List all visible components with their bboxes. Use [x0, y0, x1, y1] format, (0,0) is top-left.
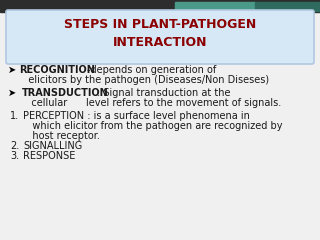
Text: TRANSDUCTION: TRANSDUCTION	[22, 88, 109, 98]
Text: cellular      level refers to the movement of signals.: cellular level refers to the movement of…	[22, 98, 281, 108]
Text: INTERACTION: INTERACTION	[113, 36, 207, 48]
Bar	[0, 0, 320, 12]
Text: ➤: ➤	[8, 88, 16, 98]
Text: host receptor.: host receptor.	[23, 131, 100, 141]
Text: 2.: 2.	[10, 141, 19, 151]
Bar	[255, 2, 320, 11]
Text: 3.: 3.	[10, 151, 19, 161]
Text: ➤: ➤	[8, 65, 16, 75]
Text: elicitors by the pathogen (Diseases/Non Diseses): elicitors by the pathogen (Diseases/Non …	[19, 75, 269, 85]
Text: SIGNALLING: SIGNALLING	[23, 141, 82, 151]
Text: -depends on generation of: -depends on generation of	[87, 65, 216, 75]
Text: : Signal transduction at the: : Signal transduction at the	[97, 88, 230, 98]
Text: RESPONSE: RESPONSE	[23, 151, 76, 161]
Text: 1.: 1.	[10, 111, 19, 121]
Text: which elicitor from the pathogen are recognized by: which elicitor from the pathogen are rec…	[23, 121, 283, 131]
Text: PERCEPTION : is a surface level phenomena in: PERCEPTION : is a surface level phenomen…	[23, 111, 250, 121]
FancyBboxPatch shape	[6, 10, 314, 64]
Text: STEPS IN PLANT-PATHOGEN: STEPS IN PLANT-PATHOGEN	[64, 18, 256, 31]
Text: RECOGNITION: RECOGNITION	[19, 65, 95, 75]
Bar	[175, 2, 255, 11]
